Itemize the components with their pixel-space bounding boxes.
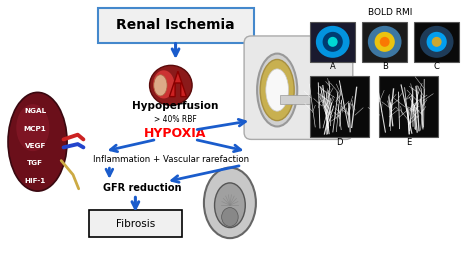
FancyBboxPatch shape <box>280 95 341 104</box>
FancyBboxPatch shape <box>362 22 407 62</box>
FancyBboxPatch shape <box>310 22 355 62</box>
FancyBboxPatch shape <box>98 8 254 43</box>
Ellipse shape <box>328 37 337 47</box>
Text: B: B <box>382 62 388 71</box>
Text: NGAL: NGAL <box>24 108 46 114</box>
FancyBboxPatch shape <box>244 36 353 139</box>
FancyBboxPatch shape <box>89 210 182 237</box>
Text: D: D <box>337 138 343 147</box>
FancyArrow shape <box>169 71 186 97</box>
Ellipse shape <box>323 32 343 52</box>
Text: MCP1: MCP1 <box>24 126 46 132</box>
Ellipse shape <box>260 60 294 121</box>
Ellipse shape <box>222 207 238 226</box>
Ellipse shape <box>153 70 174 99</box>
Text: HYPOXIA: HYPOXIA <box>145 127 207 140</box>
Text: Hypoperfusion: Hypoperfusion <box>132 101 219 112</box>
FancyBboxPatch shape <box>310 76 369 137</box>
Ellipse shape <box>16 104 49 151</box>
Text: GFR reduction: GFR reduction <box>103 183 182 193</box>
Text: Fibrosis: Fibrosis <box>116 219 155 229</box>
Ellipse shape <box>374 32 395 52</box>
Ellipse shape <box>316 26 349 58</box>
Ellipse shape <box>427 32 447 52</box>
Ellipse shape <box>215 183 245 228</box>
Ellipse shape <box>257 54 297 126</box>
Text: > 40% RBF: > 40% RBF <box>154 115 197 124</box>
Text: Inflammation + Vascular rarefaction: Inflammation + Vascular rarefaction <box>93 155 249 164</box>
FancyBboxPatch shape <box>414 22 459 62</box>
Ellipse shape <box>204 168 256 238</box>
Ellipse shape <box>420 26 454 58</box>
Text: E: E <box>406 138 411 147</box>
Ellipse shape <box>8 92 67 191</box>
Text: Renal Ischemia: Renal Ischemia <box>116 18 235 32</box>
Text: VEGF: VEGF <box>25 143 46 149</box>
Ellipse shape <box>150 65 192 105</box>
Text: BOLD RMI: BOLD RMI <box>368 8 413 17</box>
Ellipse shape <box>266 69 289 111</box>
FancyBboxPatch shape <box>379 76 438 137</box>
Ellipse shape <box>432 37 442 47</box>
Ellipse shape <box>380 37 390 47</box>
Ellipse shape <box>154 75 167 96</box>
Text: TGF: TGF <box>27 160 43 166</box>
Text: C: C <box>434 62 439 71</box>
Text: A: A <box>330 62 336 71</box>
Ellipse shape <box>368 26 401 58</box>
Text: HIF-1: HIF-1 <box>25 178 46 184</box>
